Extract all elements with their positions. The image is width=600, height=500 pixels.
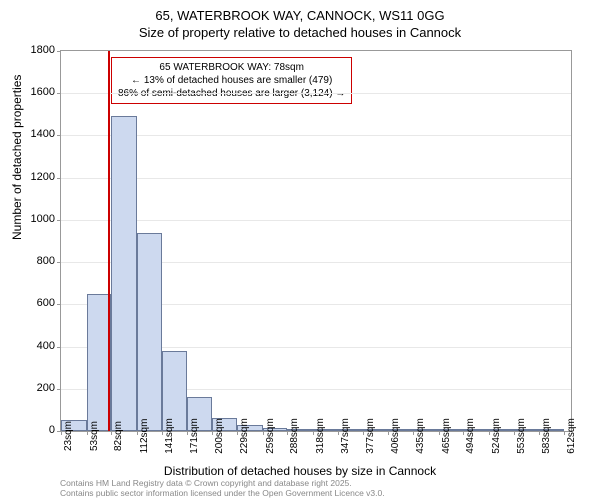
- y-tick: [57, 178, 61, 179]
- marker-line: [108, 51, 110, 431]
- title-line2: Size of property relative to detached ho…: [0, 25, 600, 42]
- y-tick-label: 1600: [15, 86, 55, 98]
- x-tick-label: 141sqm: [164, 418, 175, 454]
- x-tick-label: 406sqm: [390, 418, 401, 454]
- footer: Contains HM Land Registry data © Crown c…: [60, 478, 385, 498]
- x-tick-label: 583sqm: [541, 418, 552, 454]
- title-line1: 65, WATERBROOK WAY, CANNOCK, WS11 0GG: [0, 8, 600, 25]
- y-tick: [57, 135, 61, 136]
- x-tick-label: 112sqm: [139, 419, 150, 454]
- x-tick-label: 465sqm: [441, 418, 452, 454]
- footer-line2: Contains public sector information licen…: [60, 488, 385, 498]
- y-tick-label: 0: [15, 424, 55, 436]
- x-tick: [137, 431, 138, 435]
- y-tick-label: 600: [15, 297, 55, 309]
- x-tick-label: 377sqm: [365, 418, 376, 454]
- x-tick: [313, 431, 314, 435]
- x-tick: [413, 431, 414, 435]
- x-tick-label: 229sqm: [239, 418, 250, 454]
- chart-title: 65, WATERBROOK WAY, CANNOCK, WS11 0GG Si…: [0, 0, 600, 42]
- x-tick-label: 494sqm: [465, 418, 476, 454]
- x-tick-label: 612sqm: [566, 418, 577, 454]
- x-tick: [564, 431, 565, 435]
- y-tick-label: 1000: [15, 213, 55, 225]
- x-tick: [489, 431, 490, 435]
- histogram-bar: [137, 233, 162, 431]
- x-tick-label: 318sqm: [315, 418, 326, 454]
- x-tick-label: 435sqm: [415, 418, 426, 454]
- y-tick-label: 1200: [15, 171, 55, 183]
- y-tick: [57, 93, 61, 94]
- y-tick-label: 1400: [15, 128, 55, 140]
- y-tick: [57, 389, 61, 390]
- x-tick-label: 82sqm: [113, 421, 124, 451]
- x-tick: [237, 431, 238, 435]
- y-tick-label: 800: [15, 255, 55, 267]
- x-tick-label: 200sqm: [214, 418, 225, 454]
- gridline: [61, 178, 571, 179]
- annotation-box: 65 WATERBROOK WAY: 78sqm ← 13% of detach…: [111, 57, 352, 104]
- y-tick: [57, 304, 61, 305]
- x-tick: [263, 431, 264, 435]
- footer-line1: Contains HM Land Registry data © Crown c…: [60, 478, 385, 488]
- x-tick: [439, 431, 440, 435]
- gridline: [61, 135, 571, 136]
- x-tick-label: 553sqm: [516, 418, 527, 454]
- x-tick: [162, 431, 163, 435]
- x-tick-label: 23sqm: [63, 421, 74, 451]
- x-tick-label: 259sqm: [265, 418, 276, 454]
- plot-area: 65 WATERBROOK WAY: 78sqm ← 13% of detach…: [60, 50, 572, 432]
- x-tick-label: 53sqm: [89, 421, 100, 451]
- x-axis-label: Distribution of detached houses by size …: [0, 464, 600, 478]
- x-tick-label: 347sqm: [340, 418, 351, 454]
- annotation-line1: 65 WATERBROOK WAY: 78sqm: [118, 61, 345, 74]
- y-tick-label: 400: [15, 340, 55, 352]
- y-tick: [57, 220, 61, 221]
- gridline: [61, 220, 571, 221]
- y-tick: [57, 262, 61, 263]
- x-tick: [87, 431, 88, 435]
- x-tick-label: 288sqm: [289, 418, 300, 454]
- y-tick: [57, 51, 61, 52]
- x-tick: [514, 431, 515, 435]
- annotation-line2: ← 13% of detached houses are smaller (47…: [118, 74, 345, 87]
- y-tick: [57, 347, 61, 348]
- gridline: [61, 93, 571, 94]
- x-tick: [61, 431, 62, 435]
- y-tick-label: 200: [15, 382, 55, 394]
- x-tick: [338, 431, 339, 435]
- x-tick-label: 524sqm: [491, 418, 502, 454]
- x-tick-label: 171sqm: [189, 418, 200, 454]
- y-tick-label: 1800: [15, 44, 55, 56]
- chart-container: 65, WATERBROOK WAY, CANNOCK, WS11 0GG Si…: [0, 0, 600, 500]
- histogram-bar: [111, 116, 137, 431]
